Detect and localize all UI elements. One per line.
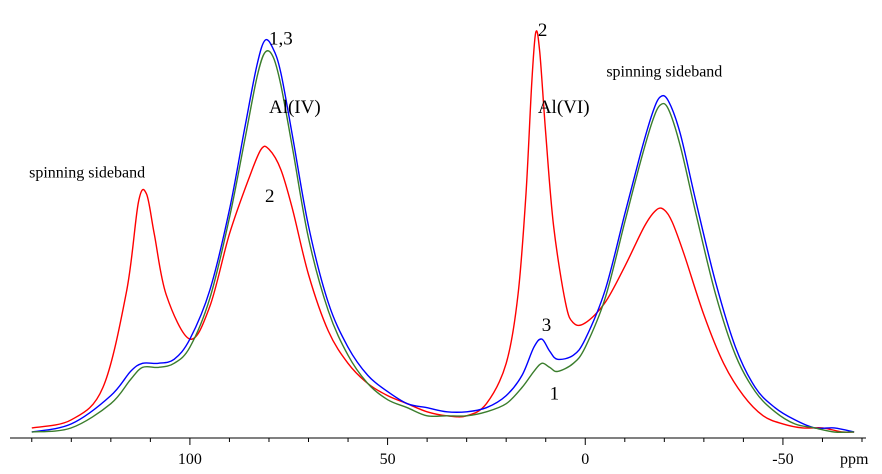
annotation-label: 3 xyxy=(542,315,552,336)
x-axis: 100 50 0 -50 xyxy=(10,437,866,468)
annotation-label: 1,3 xyxy=(269,28,293,49)
x-tick-label: 50 xyxy=(380,451,396,468)
annotation-label: 2 xyxy=(538,20,548,41)
annotation-label: Al(IV) xyxy=(269,97,321,118)
x-tick-label: -50 xyxy=(772,451,793,468)
series-layer xyxy=(31,30,855,433)
spectrum-line-3 xyxy=(31,50,855,433)
annotation-label: Al(VI) xyxy=(538,97,590,118)
annotation-label: spinning sideband xyxy=(29,165,145,182)
x-tick-label: 0 xyxy=(581,451,589,468)
annotation-label: 1 xyxy=(550,384,560,405)
spectrum-line-1 xyxy=(31,30,855,433)
annotation-layer: 1,3 Al(IV) 2 spinning sideband 2 Al(VI) 3 1 spin… xyxy=(29,20,722,404)
annotation-label: spinning sideband xyxy=(606,64,722,81)
x-axis-unit-label: ppm xyxy=(840,451,869,468)
x-tick-label: 100 xyxy=(178,451,202,468)
spectrum-line-2 xyxy=(31,38,855,433)
annotation-label: 2 xyxy=(265,186,275,207)
